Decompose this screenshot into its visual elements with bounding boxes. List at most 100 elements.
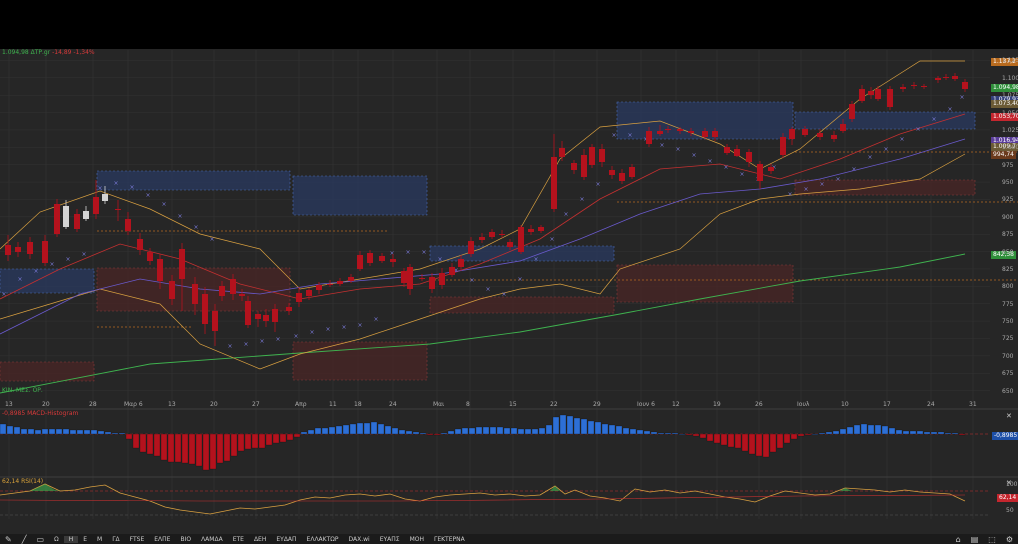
sar-marker: ×	[17, 276, 22, 283]
candle	[935, 78, 941, 80]
sar-marker: ×	[293, 333, 298, 340]
chart-area[interactable]: × × × × × × × × × × × × × × × × × × × × × × × × × × × × × × × × × × × × × × × ×…	[0, 49, 1018, 534]
candle	[74, 214, 80, 229]
sar-marker: ×	[707, 158, 712, 165]
price-tick-label: 1.075	[1002, 92, 1018, 100]
macd-bar	[195, 433, 203, 467]
macd-bar	[853, 424, 861, 435]
sar-marker: ×	[177, 213, 182, 220]
symbol-tab[interactable]: ΓΔ	[112, 535, 120, 543]
price-tick-label: 1.000	[1002, 144, 1018, 152]
macd-bar	[83, 429, 91, 435]
sar-marker: ×	[787, 191, 792, 198]
sar-marker: ×	[373, 316, 378, 323]
macd-close-icon[interactable]: ✕	[1006, 412, 1012, 420]
sar-marker: ×	[883, 146, 888, 153]
price-tick-label: 675	[1002, 370, 1014, 378]
sar-marker: ×	[899, 136, 904, 143]
symbol-tab[interactable]: Ε	[83, 535, 87, 543]
macd-bar	[643, 430, 651, 435]
symbol-tab[interactable]: Μ	[97, 535, 103, 543]
candle	[327, 284, 333, 285]
toolbar-icon[interactable]: ⬚	[988, 534, 996, 544]
macd-bar	[258, 433, 266, 449]
symbol-tab[interactable]: ΔΕΗ	[253, 535, 267, 543]
symbol-tab[interactable]: ΒΙΟ	[180, 535, 192, 543]
sar-marker: ×	[437, 256, 442, 263]
macd-bar	[727, 433, 735, 448]
macd-bar	[937, 431, 945, 435]
sar-marker: ×	[227, 343, 232, 350]
drawing-tool-button[interactable]: ╱	[21, 534, 27, 544]
price-chart[interactable]: × × × × × × × × × × × × × × × × × × × × × × × × × × × × × × × × × × × × × × × ×…	[0, 49, 1018, 534]
sar-marker: ×	[819, 181, 824, 188]
macd-bar	[111, 432, 119, 435]
candle	[379, 256, 385, 261]
rsi-close-icon[interactable]: ✕	[1006, 479, 1012, 487]
candle	[688, 131, 694, 133]
toolbar-icon[interactable]: ⚙	[1005, 534, 1013, 544]
macd-bar	[230, 433, 238, 457]
macd-bar	[503, 427, 511, 435]
sar-marker: ×	[113, 180, 118, 187]
rsi-overbought-fill	[840, 488, 852, 491]
candle	[63, 206, 69, 227]
macd-bar	[608, 424, 616, 435]
price-tick-label: 950	[1002, 179, 1014, 187]
symbol-tab[interactable]: Η	[63, 535, 79, 543]
macd-bar	[440, 432, 448, 435]
macd-bar	[657, 432, 665, 435]
macd-bar	[90, 429, 98, 435]
symbol-tab[interactable]: FTSE	[129, 535, 145, 543]
time-tick-label: 20	[210, 401, 218, 408]
sar-marker: ×	[723, 164, 728, 171]
macd-bar	[923, 431, 931, 435]
macd-bar	[181, 433, 189, 464]
macd-bar	[426, 433, 434, 436]
symbol-tab[interactable]: ΕΛΛΑΚΤΩΡ	[306, 535, 339, 543]
symbol-tab[interactable]: ΕΥΔΑΠ	[276, 535, 297, 543]
time-tick-label: Ιουλ	[797, 401, 810, 408]
price-tag: 842,38	[991, 251, 1016, 259]
price-tag: 994,74	[991, 151, 1016, 159]
candle	[419, 278, 425, 279]
toolbar-icon[interactable]: ⌂	[955, 534, 961, 544]
symbol-tab[interactable]: ΜΟΗ	[409, 535, 424, 543]
quote-change: -14,89 -1,34%	[52, 49, 95, 56]
macd-bar	[314, 427, 322, 435]
sar-marker: ×	[959, 94, 964, 101]
symbol-tab[interactable]: ΕΥΑΠΣ	[379, 535, 400, 543]
toolbar-icon[interactable]: ▤	[970, 534, 979, 544]
drawing-tool-button[interactable]: ✎	[5, 534, 12, 544]
candle	[468, 241, 474, 254]
time-tick-label: 13	[5, 401, 13, 408]
symbol-tab[interactable]: ΕΛΠΕ	[154, 535, 171, 543]
macd-bar	[223, 433, 231, 462]
macd-bar	[811, 433, 819, 435]
moving-average-label: ΚΙΝ. ΜΕΣ. ΟΡ.	[2, 387, 43, 394]
candle	[831, 135, 837, 139]
candle	[802, 129, 808, 135]
sar-marker: ×	[485, 286, 490, 293]
macd-bar	[594, 421, 602, 435]
candle	[115, 209, 121, 210]
macd-bar	[559, 414, 567, 435]
macd-bar	[461, 427, 469, 435]
symbol-tab[interactable]: ΛΑΜΔΑ	[201, 535, 223, 543]
time-tick-label: 11	[329, 401, 337, 408]
candle	[817, 133, 823, 137]
macd-bar	[475, 426, 483, 435]
symbol-tab[interactable]: ΓΕΚΤΕΡΝΑ	[433, 535, 465, 543]
drawing-tool-button[interactable]: ▭	[36, 534, 45, 544]
macd-bar	[300, 431, 308, 435]
macd-bar	[832, 430, 840, 435]
macd-bar	[27, 428, 35, 435]
symbol-tab[interactable]: Ω	[54, 535, 59, 543]
candle	[571, 163, 577, 170]
candle	[538, 227, 544, 231]
symbol-tab[interactable]: DAX.wi	[348, 535, 370, 543]
candle	[768, 167, 774, 171]
price-tick-label: 925	[1002, 196, 1014, 204]
symbol-tab[interactable]: ΕΤΕ	[232, 535, 244, 543]
price-tick-label: 875	[1002, 231, 1014, 239]
